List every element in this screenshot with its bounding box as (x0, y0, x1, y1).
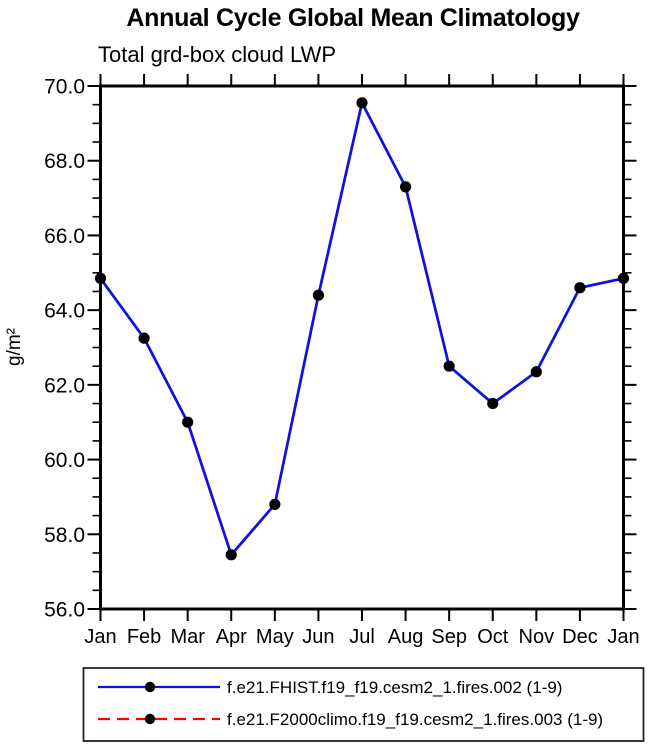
y-tick-label: 58.0 (44, 524, 85, 547)
data-point-marker (530, 366, 542, 378)
plot-frame (99, 84, 625, 611)
data-point-marker (269, 498, 281, 510)
data-point-marker (182, 416, 194, 428)
data-point-marker (312, 289, 325, 301)
data-point-marker (617, 272, 630, 284)
y-tick-label: 56.0 (44, 599, 85, 622)
data-line (99, 101, 624, 557)
y-tick-label: 66.0 (44, 225, 85, 248)
data-point-marker (356, 97, 368, 109)
y-tick-label: 70.0 (44, 76, 85, 99)
y-tick-label: 62.0 (44, 374, 85, 397)
data-point-marker (487, 397, 499, 410)
x-tick-label: Jan (607, 626, 639, 648)
y-axis-title: g/m² (4, 328, 25, 366)
y-tick-label: 60.0 (44, 449, 85, 472)
data-point-marker (138, 332, 150, 344)
chart-subtitle: Total grd-box cloud LWP (98, 42, 336, 67)
legend: f.e21.FHIST.f19_f19.cesm2_1.fires.002 (1… (82, 667, 645, 742)
data-point-marker (225, 549, 237, 561)
y-tick-label: 68.0 (44, 150, 85, 173)
legend-item-fires-003: f.e21.F2000climo.f19_f19.cesm2_1.fires.0… (98, 710, 603, 729)
x-tick-label: Mar (170, 626, 205, 648)
x-tick-label: May (256, 626, 294, 648)
data-point-marker (574, 282, 586, 294)
x-tick-label: Aug (388, 626, 424, 648)
legend-label-fires-003: f.e21.F2000climo.f19_f19.cesm2_1.fires.0… (227, 710, 603, 729)
data-point-marker (443, 360, 455, 372)
x-tick-label: Nov (519, 626, 555, 648)
x-tick-label: Dec (562, 626, 598, 648)
x-tick-label: Jun (302, 626, 334, 648)
plot-area: Jan Feb Mar Apr May Jun Jul Aug Sep Oct Nov Dec Jan 5… (44, 74, 640, 648)
legend-marker-dot (144, 681, 156, 693)
x-tick-label: Oct (477, 626, 509, 648)
x-tick-label: Jan (84, 626, 116, 648)
x-tick-label: Sep (431, 626, 467, 648)
legend-label-fires-002: f.e21.FHIST.f19_f19.cesm2_1.fires.002 (1… (227, 678, 562, 697)
y-tick-label: 64.0 (44, 300, 85, 323)
x-tick-label: Apr (216, 626, 247, 648)
legend-item-fires-002: f.e21.FHIST.f19_f19.cesm2_1.fires.002 (1… (98, 678, 562, 697)
legend-marker-dot (144, 713, 156, 725)
legend-box (82, 667, 645, 742)
x-tick-label: Feb (127, 626, 161, 648)
data-point-marker (94, 272, 107, 284)
chart-title: Annual Cycle Global Mean Climatology (126, 4, 580, 32)
data-point-marker (399, 181, 412, 193)
x-tick-label: Jul (349, 626, 375, 648)
